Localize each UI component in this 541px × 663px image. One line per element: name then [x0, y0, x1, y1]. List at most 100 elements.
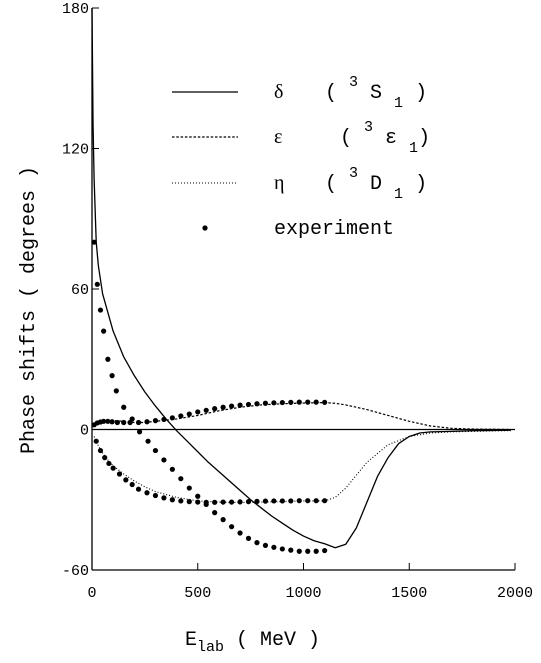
experiment-point — [110, 465, 116, 471]
experiment-point — [245, 535, 252, 541]
experiment-point — [121, 419, 127, 426]
experiment-point — [152, 492, 159, 499]
experiment-point — [245, 401, 252, 408]
legend-marker-experiment — [202, 225, 208, 231]
x-tick-label: 1000 — [285, 585, 321, 602]
experiment-point — [212, 510, 218, 516]
experiment-point — [91, 239, 97, 245]
legend-close: ) — [403, 173, 427, 196]
experiment-point — [228, 524, 235, 530]
x-axis-label-rest: ( MeV ) — [224, 629, 320, 652]
legend-symbol: δ — [274, 81, 283, 103]
experiment-point — [178, 476, 184, 482]
experiment-point — [144, 419, 150, 425]
series-line-1 — [91, 7, 511, 549]
experiment-point — [127, 419, 133, 426]
y-tick-label: 0 — [80, 423, 89, 440]
y-axis-label: Phase shifts ( degrees ) — [18, 166, 41, 454]
experiment-point — [228, 499, 235, 505]
legend-paren: ( — [325, 173, 349, 196]
legend-label: ( 3 S 1 ) — [325, 74, 427, 112]
experiment-point — [271, 498, 277, 504]
experiment-point — [322, 498, 328, 504]
experiment-point — [288, 399, 294, 405]
y-tick-label: 120 — [62, 142, 89, 159]
experiment-point — [279, 399, 285, 406]
experiment-point — [152, 418, 159, 424]
experiment-point — [279, 546, 285, 552]
experiment-point — [262, 542, 269, 549]
experiment-points — [91, 239, 328, 554]
legend-close: ) — [403, 82, 427, 105]
experiment-point — [279, 498, 285, 504]
legend-sup: 3 — [349, 74, 358, 91]
legend-sub: 1 — [394, 95, 403, 112]
experiment-point — [145, 438, 151, 444]
experiment-point — [186, 411, 192, 417]
legend-base: D — [358, 173, 394, 196]
x-tick-label: 500 — [184, 585, 211, 602]
x-tick-label: 0 — [87, 585, 96, 602]
experiment-point — [105, 356, 111, 362]
experiment-point — [296, 399, 302, 405]
experiment-point — [322, 399, 328, 405]
experiment-point — [105, 418, 111, 424]
legend-label-experiment: experiment — [274, 218, 394, 241]
experiment-point — [161, 457, 167, 463]
experiment-point — [106, 460, 112, 467]
tick-labels: 0 500 1000 1500 2000 180 120 60 0 -60 — [62, 1, 533, 602]
experiment-point — [195, 493, 201, 499]
experiment-point — [102, 455, 108, 461]
axes — [91, 7, 516, 571]
experiment-point — [203, 499, 209, 505]
experiment-point — [169, 497, 175, 503]
experiment-point — [152, 447, 159, 454]
y-tick-label: -60 — [62, 563, 89, 580]
x-tick-label: 2000 — [497, 585, 533, 602]
experiment-point — [113, 388, 119, 394]
experiment-point — [129, 481, 135, 488]
experiment-point — [220, 404, 226, 410]
experiment-point — [195, 409, 201, 415]
experiment-point — [203, 407, 209, 413]
experiment-point — [161, 495, 167, 501]
experiment-point — [169, 415, 175, 421]
legend-sup: 3 — [349, 165, 358, 182]
experiment-point — [254, 540, 260, 546]
y-tick-label: 60 — [71, 282, 89, 299]
legend-sub: 1 — [409, 140, 418, 157]
experiment-point — [288, 547, 294, 553]
experiment-point — [313, 498, 319, 504]
experiment-point — [271, 544, 277, 550]
experiment-point — [178, 498, 184, 504]
legend-symbol: η — [274, 172, 284, 194]
experiment-point — [186, 499, 192, 505]
x-tick-label: 1500 — [391, 585, 427, 602]
experiment-point — [288, 498, 294, 504]
experiment-point — [161, 416, 167, 423]
experiment-point — [305, 399, 311, 405]
experiment-point — [97, 447, 104, 454]
experiment-point — [101, 418, 107, 424]
experiment-point — [322, 547, 328, 554]
experiment-point — [212, 499, 218, 505]
experiment-point — [245, 499, 252, 505]
legend-label: ( 3 D 1 ) — [325, 165, 427, 203]
experiment-point — [169, 466, 175, 472]
series-curves — [91, 7, 511, 549]
legend-paren: ( — [340, 127, 364, 150]
experiment-point — [262, 400, 269, 406]
experiment-point — [97, 307, 104, 313]
experiment-point — [135, 419, 142, 426]
experiment-point — [178, 413, 184, 419]
experiment-point — [109, 373, 115, 379]
experiment-point — [305, 498, 311, 504]
experiment-point — [94, 281, 100, 287]
experiment-point — [121, 404, 127, 410]
experiment-point — [135, 486, 142, 492]
experiment-point — [313, 548, 319, 554]
experiment-point — [262, 498, 269, 504]
legend: δ( 3 S 1 )ε( 3 ε 1)η( 3 D 1 )experiment — [172, 74, 430, 241]
experiment-point — [144, 490, 150, 496]
